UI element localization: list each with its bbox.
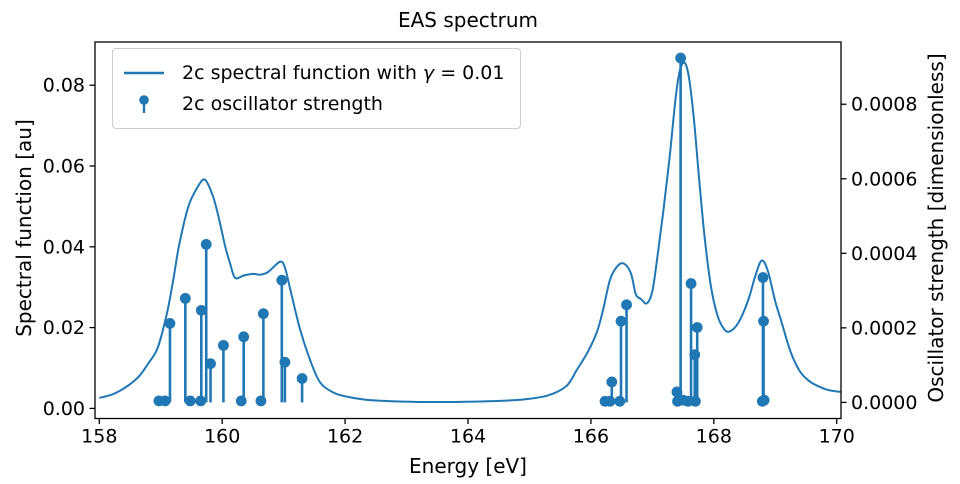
stem-marker	[279, 356, 291, 368]
stem-marker	[621, 299, 632, 311]
right-tick-label: 0.0004	[851, 243, 917, 265]
right-tick-label: 0.0008	[851, 94, 917, 116]
stem-marker	[675, 52, 687, 64]
stem-marker	[604, 395, 616, 407]
stem-marker	[255, 395, 267, 407]
stem-marker	[235, 395, 247, 407]
x-tick-label: 166	[573, 426, 609, 448]
stem-marker	[164, 317, 176, 329]
stem-marker	[257, 308, 269, 320]
y-axis-label-left: Spectral function [au]	[12, 119, 36, 337]
right-tick-label: 0.0000	[851, 392, 917, 414]
x-tick-label: 160	[204, 426, 240, 448]
legend-label-line: 2c spectral function with γ = 0.01	[182, 62, 504, 84]
legend-entry-spectral-function: 2c spectral function with γ = 0.01	[123, 57, 504, 88]
right-tick-label: 0.0002	[851, 317, 917, 339]
stem-marker	[184, 395, 196, 407]
legend-entry-oscillator-strength: 2c oscillator strength	[123, 88, 504, 119]
x-tick-label: 168	[696, 426, 732, 448]
stem-marker	[159, 395, 171, 407]
stem-marker	[276, 274, 288, 286]
stem-sample-icon	[139, 94, 149, 113]
stem-marker	[757, 272, 769, 283]
x-tick-label: 164	[450, 426, 486, 448]
stem-marker	[691, 322, 703, 333]
legend: 2c spectral function with γ = 0.01 2c os…	[112, 48, 522, 129]
stem-marker	[296, 373, 308, 384]
legend-label-line-prefix: 2c spectral function with	[182, 61, 423, 84]
x-tick-label: 158	[81, 426, 117, 448]
stem-marker	[606, 376, 618, 388]
plot-border	[94, 41, 842, 420]
right-tick-label: 0.0006	[851, 168, 917, 190]
stem-marker	[758, 315, 769, 327]
legend-label-line-suffix: = 0.01	[434, 61, 505, 84]
stem-marker	[195, 304, 207, 316]
gamma-symbol: γ	[422, 61, 435, 84]
legend-label-stem: 2c oscillator strength	[182, 92, 383, 115]
legend-line-swatch	[123, 70, 165, 76]
left-tick-label: 0.08	[43, 75, 85, 97]
spectral-function-curve	[99, 61, 842, 404]
y-axis-label-right: Oscillator strength [dimensionless]	[924, 53, 948, 403]
chart-title: EAS spectrum	[397, 8, 538, 32]
left-tick-label: 0.00	[43, 398, 85, 420]
stem-marker	[179, 293, 191, 304]
stem-marker	[238, 331, 250, 343]
left-tick-label: 0.04	[43, 236, 85, 258]
left-tick-label: 0.02	[43, 317, 85, 339]
stem-marker	[689, 395, 701, 407]
stem-marker	[615, 315, 627, 327]
line-sample-icon	[124, 71, 164, 74]
x-tick-label: 170	[819, 426, 855, 448]
stem-marker	[758, 394, 770, 406]
stem-marker	[205, 358, 216, 370]
left-tick-label: 0.06	[43, 156, 85, 178]
x-tick-label: 162	[327, 426, 363, 448]
x-axis-label: Energy [eV]	[409, 454, 527, 478]
stem-marker	[218, 339, 229, 351]
legend-stem-swatch	[123, 93, 165, 115]
stem-marker	[685, 278, 697, 289]
stem-marker	[689, 349, 701, 361]
stem-marker	[200, 238, 212, 250]
